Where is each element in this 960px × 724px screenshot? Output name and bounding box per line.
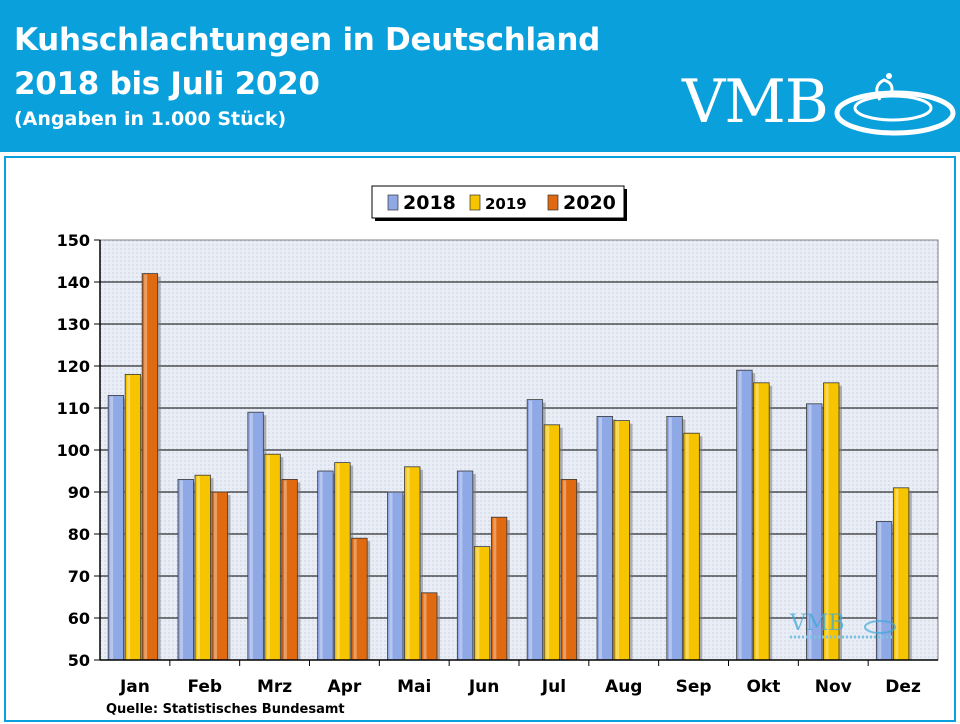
bar-highlight	[738, 371, 742, 659]
bar-highlight	[353, 539, 357, 659]
chart-title: Kuhschlachtungen in Deutschland	[14, 22, 601, 58]
x-tick-label: Jul	[541, 677, 566, 697]
bar-highlight	[459, 472, 463, 659]
source-note: Quelle: Statistisches Bundesamt	[106, 702, 345, 717]
bar-highlight	[214, 493, 217, 659]
bar-highlight	[878, 522, 882, 659]
vmb-logo-text: VMB	[682, 67, 829, 137]
bar-highlight	[283, 480, 287, 659]
x-tick-label: Nov	[815, 677, 852, 697]
x-tick-label: Aug	[605, 677, 642, 697]
y-tick-label: 140	[57, 273, 90, 292]
watermark-logo: VMB	[789, 611, 896, 639]
bar-highlight	[180, 480, 183, 659]
y-tick-label: 80	[68, 525, 90, 544]
bar-highlight	[423, 593, 427, 659]
y-tick-label: 120	[57, 357, 90, 376]
y-tick-label: 150	[57, 231, 90, 250]
bar-highlight	[493, 518, 497, 659]
y-tick-label: 70	[68, 567, 90, 586]
legend-swatch-2020	[547, 194, 559, 211]
bar-highlight	[616, 421, 619, 659]
watermark-logo-text: VMB	[789, 611, 845, 636]
x-tick-label: Dez	[885, 677, 921, 697]
x-tick-label: Mai	[397, 677, 431, 697]
y-tick-label: 130	[57, 315, 90, 334]
bar-highlight	[808, 404, 812, 659]
legend-swatch-2019	[469, 194, 481, 211]
x-tick-label: Sep	[676, 677, 712, 697]
x-tick-label: Jan	[119, 677, 150, 697]
x-tick-label: Jun	[468, 677, 500, 697]
bar-highlight	[685, 434, 689, 659]
bar-highlight	[110, 396, 114, 659]
y-tick-label: 60	[68, 609, 90, 628]
logo-swirl-icon	[834, 73, 956, 136]
legend-box	[371, 185, 625, 219]
bar-highlight	[825, 383, 829, 659]
legend-label-2018: 2018	[403, 192, 456, 214]
bar-highlight	[389, 493, 393, 659]
bar-highlight	[144, 274, 148, 659]
bar-highlight	[406, 467, 410, 659]
chart-subtitle: (Angaben in 1.000 Stück)	[14, 108, 287, 130]
x-tick-label: Okt	[746, 677, 780, 697]
x-tick-label: Mrz	[257, 677, 292, 697]
header-banner: Kuhschlachtungen in Deutschland 2018 bis…	[0, 0, 960, 152]
bar-highlight	[266, 455, 270, 659]
bar-highlight	[319, 472, 323, 659]
bar-highlight	[336, 463, 340, 659]
x-tick-label: Apr	[328, 677, 362, 697]
legend-swatch-2018	[387, 194, 399, 211]
bar-highlight	[755, 383, 759, 659]
y-tick-label: 50	[68, 651, 90, 670]
bar-highlight	[546, 425, 550, 659]
watermark-swirl-icon	[864, 620, 896, 634]
bar-highlight	[476, 547, 480, 659]
legend-label-2020: 2020	[563, 192, 616, 214]
bar-highlight	[668, 417, 672, 659]
bar-highlight	[529, 400, 533, 659]
vmb-logo: VMB	[682, 72, 829, 132]
bar-highlight	[197, 476, 200, 659]
y-tick-label: 100	[57, 441, 90, 460]
y-tick-label: 110	[57, 399, 90, 418]
bar-highlight	[895, 488, 899, 659]
bar-highlight	[249, 413, 253, 659]
x-tick-label: Feb	[187, 677, 222, 697]
chart-title-period: 2018 bis Juli 2020	[14, 66, 320, 102]
legend-label-2019: 2019	[485, 195, 527, 213]
bar-highlight	[127, 375, 131, 659]
bar-highlight	[599, 417, 602, 659]
legend: 2018 2019 2020	[371, 185, 627, 221]
bar-highlight	[563, 480, 567, 659]
y-tick-label: 90	[68, 483, 90, 502]
